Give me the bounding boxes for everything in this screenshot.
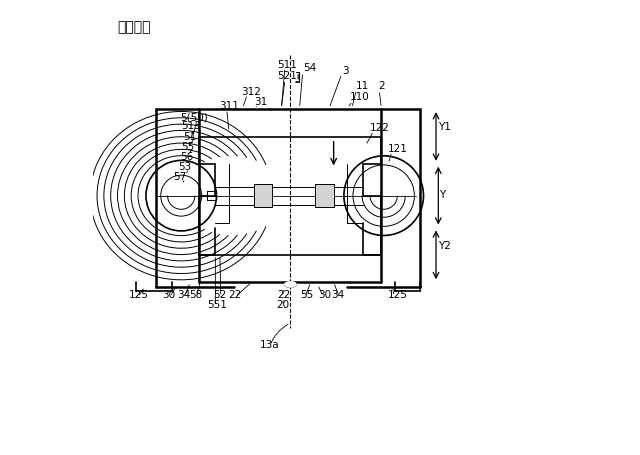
Text: 34: 34	[331, 290, 344, 300]
Text: 52: 52	[213, 290, 227, 300]
Text: 125: 125	[387, 290, 407, 300]
Text: 30: 30	[319, 290, 332, 300]
Text: 22: 22	[228, 290, 241, 300]
Text: 55: 55	[182, 142, 195, 152]
Text: 513: 513	[181, 121, 201, 131]
Text: 5(50): 5(50)	[180, 112, 208, 122]
Text: 2: 2	[378, 81, 385, 91]
Text: 110: 110	[350, 92, 370, 102]
Text: 55: 55	[300, 290, 314, 300]
Bar	[316, 184, 333, 207]
Text: 54: 54	[303, 63, 316, 73]
Text: 521: 521	[278, 71, 298, 81]
Text: 121: 121	[388, 144, 408, 154]
Text: 51: 51	[184, 131, 196, 142]
Text: 30: 30	[162, 290, 175, 300]
Text: 3: 3	[342, 66, 348, 76]
Text: 11: 11	[355, 81, 369, 91]
Text: 13a: 13a	[260, 340, 280, 350]
Text: 31: 31	[254, 97, 268, 107]
Text: 551: 551	[207, 300, 227, 310]
Text: 22: 22	[276, 290, 290, 300]
Text: 122: 122	[370, 123, 390, 133]
Text: 511: 511	[278, 60, 298, 70]
Text: Y: Y	[439, 190, 445, 200]
Text: 58: 58	[189, 290, 202, 300]
Text: 57: 57	[173, 172, 187, 182]
Text: 125: 125	[129, 290, 148, 300]
Ellipse shape	[285, 282, 296, 287]
Text: 312: 312	[241, 87, 260, 97]
Text: 53: 53	[178, 162, 191, 172]
Text: 56: 56	[180, 152, 193, 162]
Text: 311: 311	[219, 101, 239, 111]
Text: （図７）: （図７）	[118, 20, 151, 35]
Text: 34: 34	[177, 290, 190, 300]
Text: Y2: Y2	[438, 241, 451, 251]
Text: Y1: Y1	[438, 122, 451, 132]
Bar	[254, 184, 272, 207]
Text: 20: 20	[276, 300, 289, 310]
